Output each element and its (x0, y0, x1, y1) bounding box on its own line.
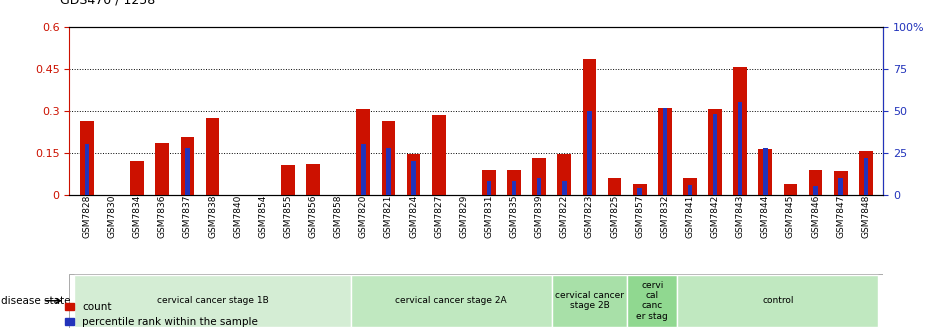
Bar (763, 148, 768, 195)
Bar (482, 170, 496, 195)
Bar (356, 110, 370, 195)
Text: GSM7835: GSM7835 (510, 195, 519, 238)
Text: GSM7856: GSM7856 (309, 195, 317, 238)
Text: GSM7845: GSM7845 (786, 195, 795, 238)
Bar (758, 149, 772, 195)
Text: GSM7843: GSM7843 (735, 195, 745, 238)
Text: GSM7848: GSM7848 (861, 195, 870, 238)
Text: cervical cancer
stage 2B: cervical cancer stage 2B (555, 291, 624, 310)
Bar (558, 154, 572, 195)
Text: GSM7827: GSM7827 (434, 195, 443, 238)
Text: GSM7855: GSM7855 (283, 195, 292, 238)
Text: GSM7822: GSM7822 (560, 195, 569, 238)
Bar (637, 188, 642, 195)
Text: GSM7828: GSM7828 (82, 195, 92, 238)
Bar (864, 158, 868, 195)
Text: GSM7830: GSM7830 (107, 195, 117, 238)
Text: cervical cancer stage 1B: cervical cancer stage 1B (156, 296, 268, 305)
Bar (709, 110, 722, 195)
Bar (608, 178, 622, 195)
Bar (386, 148, 390, 195)
Bar (85, 144, 89, 195)
Bar (662, 108, 667, 195)
Bar (633, 184, 647, 195)
Bar (838, 178, 843, 195)
FancyBboxPatch shape (351, 275, 551, 327)
Bar (381, 121, 395, 195)
Text: disease state: disease state (1, 296, 70, 306)
Bar (155, 143, 169, 195)
Text: GSM7829: GSM7829 (460, 195, 468, 238)
Text: GSM7858: GSM7858 (334, 195, 342, 238)
Text: GSM7840: GSM7840 (233, 195, 242, 238)
Text: GSM7847: GSM7847 (836, 195, 845, 238)
Bar (130, 161, 144, 195)
Text: GSM7836: GSM7836 (158, 195, 166, 238)
Bar (306, 164, 320, 195)
Bar (361, 144, 365, 195)
Text: cervi
cal
canc
er stag: cervi cal canc er stag (636, 281, 668, 321)
Bar (833, 171, 847, 195)
Text: cervical cancer stage 2A: cervical cancer stage 2A (396, 296, 507, 305)
Text: GSM7839: GSM7839 (535, 195, 544, 238)
Text: GSM7846: GSM7846 (811, 195, 820, 238)
Bar (185, 148, 190, 195)
Bar (738, 102, 743, 195)
Bar (80, 121, 93, 195)
Bar (536, 178, 541, 195)
Bar (687, 185, 692, 195)
Bar (658, 108, 672, 195)
Text: GSM7823: GSM7823 (585, 195, 594, 238)
FancyBboxPatch shape (677, 275, 879, 327)
Text: GSM7854: GSM7854 (258, 195, 267, 238)
Bar (683, 178, 697, 195)
Text: GSM7834: GSM7834 (132, 195, 142, 238)
FancyBboxPatch shape (74, 275, 351, 327)
Text: GSM7842: GSM7842 (710, 195, 720, 238)
Bar (281, 165, 295, 195)
Text: GSM7824: GSM7824 (409, 195, 418, 238)
FancyBboxPatch shape (627, 275, 677, 327)
Bar (813, 186, 818, 195)
Bar (487, 181, 491, 195)
Legend: count, percentile rank within the sample: count, percentile rank within the sample (66, 302, 258, 327)
Bar (507, 170, 521, 195)
Text: GSM7837: GSM7837 (183, 195, 192, 238)
Bar (562, 181, 567, 195)
Bar (512, 181, 516, 195)
Bar (587, 111, 592, 195)
Bar (407, 154, 421, 195)
Text: GSM7857: GSM7857 (635, 195, 644, 238)
Text: GDS470 / 1258: GDS470 / 1258 (60, 0, 155, 7)
FancyBboxPatch shape (69, 274, 883, 328)
Bar (180, 137, 194, 195)
FancyBboxPatch shape (551, 275, 627, 327)
Text: GSM7831: GSM7831 (485, 195, 493, 238)
Text: GSM7821: GSM7821 (384, 195, 393, 238)
Bar (432, 115, 446, 195)
Bar (783, 184, 797, 195)
Text: GSM7841: GSM7841 (685, 195, 695, 238)
Text: GSM7838: GSM7838 (208, 195, 217, 238)
Text: GSM7820: GSM7820 (359, 195, 368, 238)
Text: GSM7844: GSM7844 (760, 195, 770, 238)
Text: GSM7825: GSM7825 (610, 195, 619, 238)
Bar (583, 59, 597, 195)
Bar (808, 170, 822, 195)
Text: control: control (762, 296, 794, 305)
Bar (532, 159, 546, 195)
Text: GSM7832: GSM7832 (660, 195, 670, 238)
Bar (713, 114, 717, 195)
Bar (412, 161, 416, 195)
Bar (859, 152, 872, 195)
Bar (205, 118, 219, 195)
Bar (734, 68, 747, 195)
